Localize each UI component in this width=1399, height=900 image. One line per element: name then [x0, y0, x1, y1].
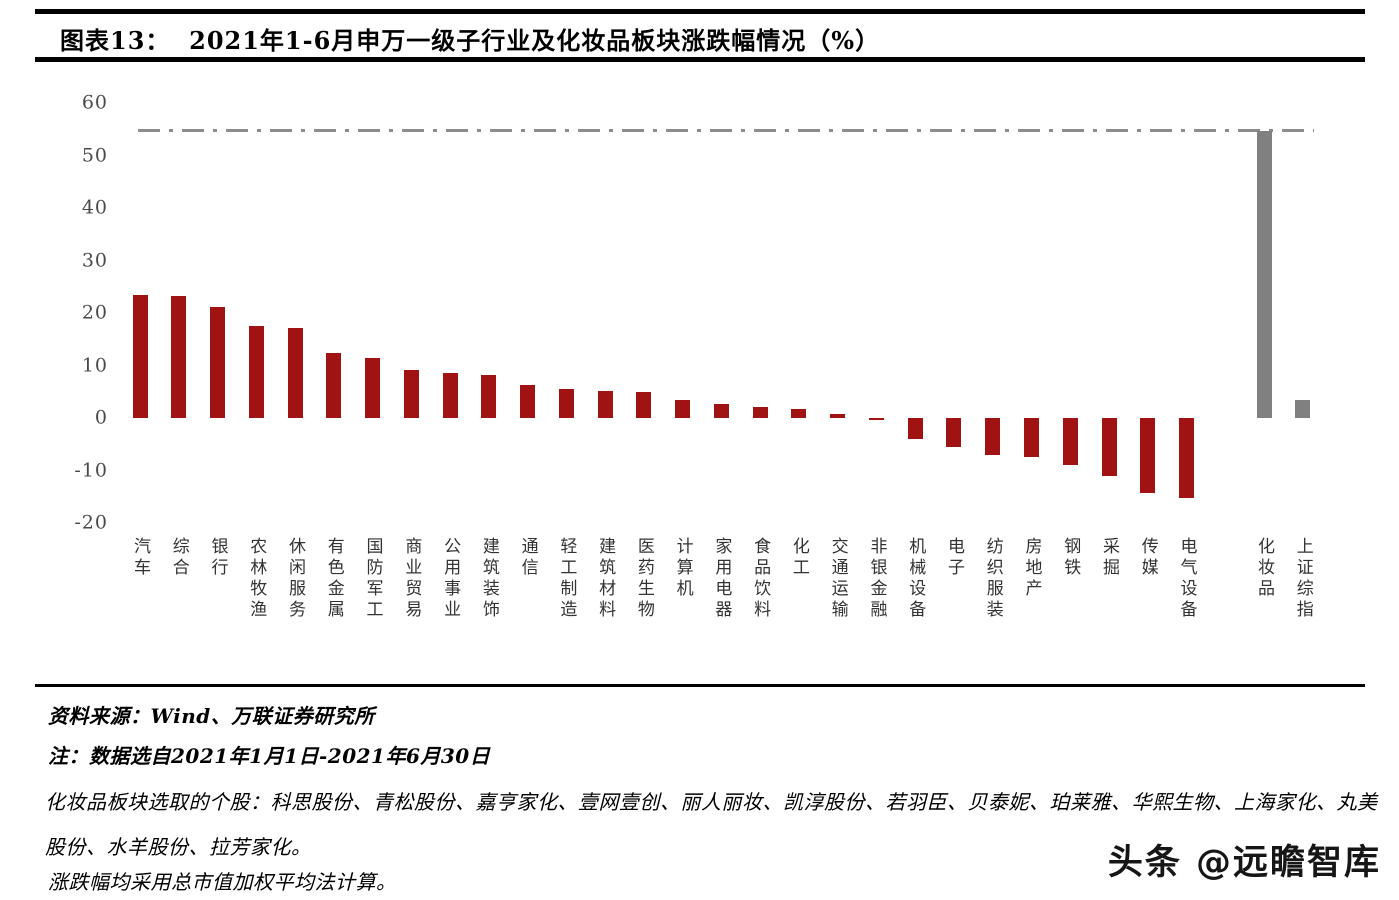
figure-title: 图表13： 2021年1-6月申万一级子行业及化妆品板块涨跌幅情况（%） [60, 21, 880, 56]
reference-dashdot-line [138, 129, 1315, 133]
x-axis-label: 钢铁 [1060, 537, 1081, 579]
watermark: 头条 @远瞻智库 [1107, 843, 1381, 883]
x-axis-label: 交通运输 [827, 537, 848, 621]
x-axis-label: 机械设备 [905, 537, 926, 621]
x-axis-label: 汽车 [130, 537, 150, 579]
y-axis-tick-label: 60 [81, 91, 108, 114]
figure-number-label: 图表13： [60, 26, 171, 55]
chart-bar [1256, 131, 1272, 418]
chart-bar [248, 326, 264, 418]
footer-rule [35, 684, 1365, 687]
x-axis-label: 化妆品 [1254, 537, 1275, 600]
x-axis-label: 国防军工 [362, 537, 383, 621]
chart-bar [481, 375, 497, 418]
chart-bar [597, 390, 613, 418]
x-axis-label: 公用事业 [440, 537, 461, 621]
chart-bar [675, 400, 691, 418]
x-axis-label: 综合 [168, 537, 189, 579]
chart-bar [210, 307, 226, 418]
x-axis-label: 家用电器 [711, 537, 732, 621]
x-axis-label: 休闲服务 [285, 537, 306, 621]
x-axis-label: 有色金属 [323, 537, 344, 621]
chart-bar [1101, 418, 1117, 477]
chart-bar [442, 372, 458, 418]
chart-bar [403, 370, 419, 418]
chart-bar [558, 388, 574, 418]
x-axis-label: 电气设备 [1176, 537, 1197, 621]
chart-bar [287, 328, 303, 418]
stock-selection-note: 化妆品板块选取的个股：科思股份、青松股份、嘉亨家化、壹网壹创、丽人丽妆、凯淳股份… [45, 790, 1378, 859]
x-axis-label: 非银金融 [866, 537, 887, 621]
x-axis-label: 商业贸易 [401, 537, 422, 621]
x-axis-label: 建筑装饰 [478, 537, 499, 621]
chart-bar [1295, 399, 1311, 418]
x-axis-label: 轻工制造 [556, 537, 577, 621]
x-axis-label: 纺织服装 [982, 537, 1003, 621]
bar-chart: 60 50 40 30 20 10 0 -10 -20 汽车 综合 银行 农林牧渔 休闲服务 有色金属 国防军… [74, 91, 1315, 621]
y-axis-tick-label: -10 [74, 459, 108, 482]
chart-bar [1179, 418, 1195, 498]
chart-bar [326, 352, 342, 418]
chart-bar [132, 294, 148, 418]
chart-bar [171, 295, 187, 418]
x-axis-label: 医药生物 [633, 537, 654, 621]
x-axis-label: 食品饮料 [750, 537, 771, 621]
y-axis-tick-label: 40 [81, 196, 108, 219]
chart-bar [1140, 418, 1156, 493]
chart-bar [365, 357, 381, 418]
x-axis-label: 农林牧渔 [246, 537, 267, 621]
chart-bar [946, 418, 962, 447]
y-axis-tick-label: 0 [94, 406, 108, 429]
chart-bar [636, 391, 652, 418]
title-rule-top [35, 9, 1365, 14]
chart-bar [1023, 418, 1039, 457]
chart-bar [752, 406, 768, 418]
chart-bar [791, 409, 807, 418]
y-axis-tick-label: -20 [74, 511, 108, 534]
x-axis-label: 上证综指 [1292, 537, 1313, 621]
y-axis-tick-label: 30 [81, 249, 108, 272]
weighting-method-note: 涨跌幅均采用总市值加权平均法计算。 [48, 870, 397, 894]
y-axis-tick-label: 50 [81, 144, 108, 167]
chart-bar [985, 418, 1001, 455]
x-axis-label: 银行 [207, 537, 228, 579]
x-axis-label: 建筑材料 [595, 537, 616, 621]
chart-bar [713, 404, 729, 418]
x-axis-label: 传媒 [1137, 537, 1158, 579]
x-axis-label: 化工 [788, 537, 809, 579]
date-range-note: 注：数据选自2021年1月1日-2021年6月30日 [48, 744, 491, 768]
x-axis-label: 通信 [517, 537, 538, 579]
chart-bar [1062, 418, 1078, 465]
source-note: 资料来源：Wind、万联证券研究所 [48, 704, 375, 728]
chart-bar [520, 385, 536, 418]
x-axis-label: 房地产 [1021, 537, 1042, 600]
x-axis-label: 计算机 [672, 537, 693, 600]
y-axis-tick-label: 10 [81, 354, 108, 377]
x-axis-label: 采掘 [1099, 537, 1119, 579]
chart-bar [830, 414, 846, 418]
title-rule-bottom [35, 57, 1365, 62]
x-axis-label: 电子 [943, 537, 964, 579]
y-axis-tick-label: 20 [81, 301, 108, 324]
chart-bar [907, 418, 923, 439]
chart-bar [868, 418, 884, 421]
figure-title-text: 2021年1-6月申万一级子行业及化妆品板块涨跌幅情况（%） [189, 26, 881, 55]
